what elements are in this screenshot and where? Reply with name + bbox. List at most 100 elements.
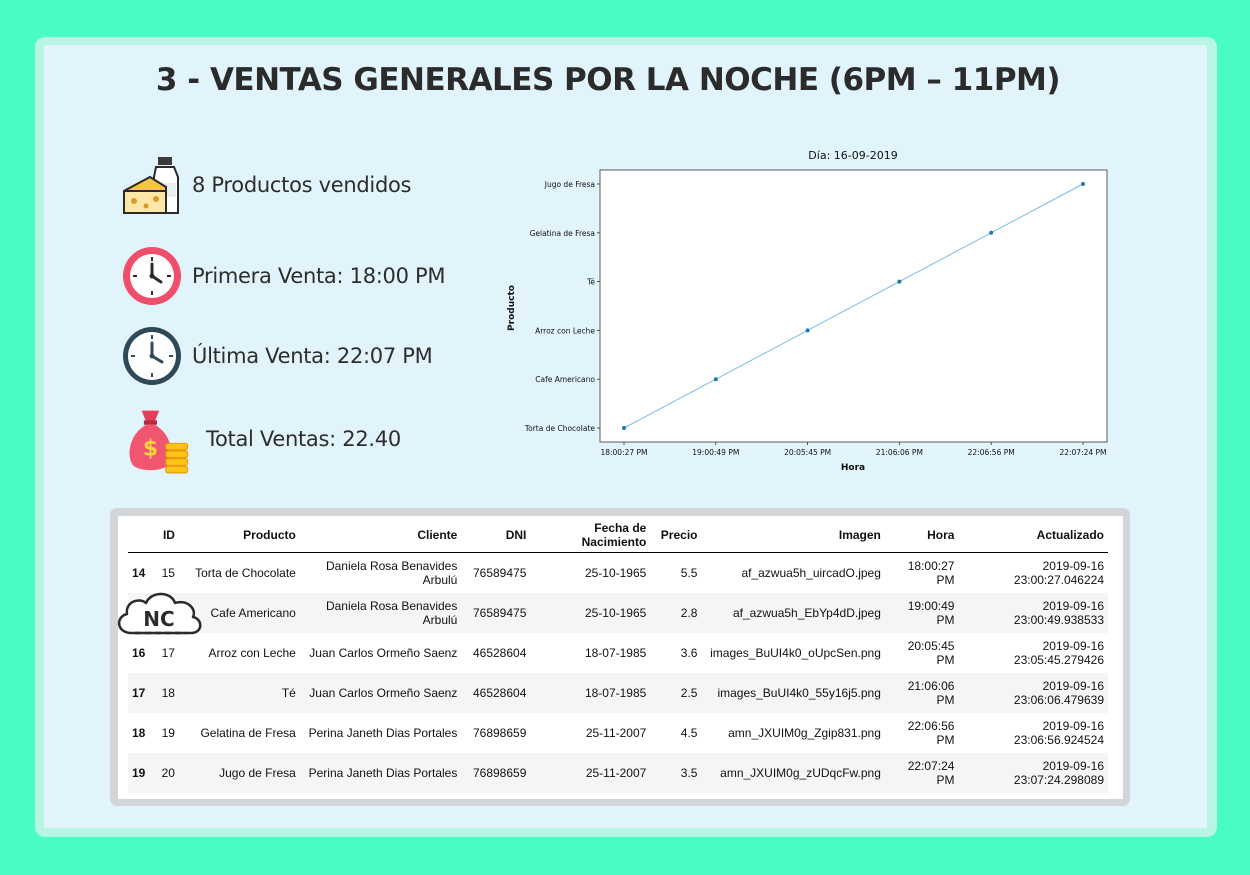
cell-imagen: images_BuUI4k0_oUpcSen.png [710,646,881,660]
table-row: 19 20 Jugo de Fresa Perina Janeth Dias Port… [128,753,1108,793]
cell-fecha-nacimiento: 25-10-1965 [584,566,647,580]
cell-index: 16 [132,646,146,660]
y-tick-label: Torta de Chocolate [524,424,596,433]
data-point [897,279,902,284]
sales-chart: Día: 16-09-2019 Torta de Chocolate Cafe A… [500,140,1120,480]
column-header-hora: Hora [884,518,959,553]
x-tick-label: 22:07:24 PM [1059,448,1106,457]
cell-producto: Té [178,673,300,713]
y-axis-label: Producto [507,285,517,331]
cell-imagen: images_BuUI4k0_55y16j5.png [701,673,885,713]
stat-ultima-venta: Última Venta: 22:07 PM [120,321,433,391]
x-tick-label: 21:06:06 PM [876,448,923,457]
x-tick-label: 22:06:56 PM [968,448,1015,457]
page-title: 3 - VENTAS GENERALES POR LA NOCHE (6PM –… [155,62,1061,98]
column-header-dni: DNI [461,518,531,553]
x-tick-label: 19:00:49 PM [692,448,739,457]
x-axis-label: Hora [841,463,865,473]
nc-logo-text: NC [143,607,174,631]
column-header-fecha-nacimiento: Fecha de Nacimiento [530,518,651,553]
cell-index: 18 [132,726,146,740]
table-header-row: ID Producto Cliente DNI Fecha de Nacimiento P… [128,518,1108,553]
stat-productos: 8 Productos vendidos [120,150,411,220]
cell-dni: 76589475 [472,566,527,580]
cell-precio: 2.8 [650,593,702,633]
cell-index: 14 [132,566,146,580]
cell-index: 19 [128,753,154,793]
cell-fecha-nacimiento: 25-11-2007 [530,753,651,793]
cell-cliente: Daniela Rosa Benavides Arbulú [299,593,462,633]
cell-cliente: Daniela Rosa Benavides Arbulú [325,559,458,587]
total-ventas-text: Total Ventas: 22.40 [206,427,401,451]
data-point [989,230,994,235]
table-row: 16 17 Arroz con Leche Juan Carlos Ormeño Sa… [128,633,1108,673]
cell-actualizado: 2019-09-16 23:05:45.279426 [1013,639,1104,667]
clock-dark-icon [123,327,181,385]
cell-imagen: amn_JXUIM0g_zUDqcFw.png [701,753,885,793]
table-row: 17 18 Té Juan Carlos Ormeño Saenz 46528604 18… [128,673,1108,713]
cell-index: 17 [128,673,154,713]
table-row: 18 19 Gelatina de Fresa Perina Janeth Dias … [128,713,1108,753]
column-header-cliente: Cliente [299,518,462,553]
sales-table: ID Producto Cliente DNI Fecha de Nacimiento P… [128,518,1108,793]
y-tick-label: Jugo de Fresa [544,180,595,189]
y-tick-label: Arroz con Leche [535,326,595,335]
cell-fecha-nacimiento: 25-10-1965 [530,593,651,633]
cell-fecha-nacimiento: 18-07-1985 [584,646,647,660]
cell-fecha-nacimiento: 18-07-1985 [530,673,651,713]
cell-cliente: Juan Carlos Ormeño Saenz [309,646,458,660]
cell-id: 20 [153,753,179,793]
column-header-index [128,518,154,553]
cell-hora: 22:06:56 PM [907,719,955,747]
cell-hora: 18:00:27 PM [907,559,955,587]
sales-table-container: ID Producto Cliente DNI Fecha de Nacimiento P… [118,516,1123,799]
cell-producto: Torta de Chocolate [195,566,296,580]
cell-id: 17 [161,646,175,660]
cell-imagen: amn_JXUIM0g_Zgip831.png [728,726,881,740]
cell-imagen: af_azwua5h_EbYp4dD.jpeg [701,593,885,633]
ultima-venta-text: Última Venta: 22:07 PM [192,344,433,368]
cell-dni: 46528604 [461,673,531,713]
cell-id: 15 [161,566,175,580]
stat-primera-venta: Primera Venta: 18:00 PM [120,241,446,311]
x-tick-label: 20:05:45 PM [784,448,831,457]
productos-text: 8 Productos vendidos [192,173,412,197]
cell-cliente: Perina Janeth Dias Portales [308,726,458,740]
cell-id: 19 [161,726,175,740]
data-point [622,426,626,430]
cell-producto: Arroz con Leche [208,646,296,660]
sales-chart-svg: Día: 16-09-2019 Torta de Chocolate Cafe A… [507,149,1108,473]
cell-hora: 22:07:24 PM [884,753,959,793]
cell-dni: 46528604 [472,646,527,660]
cell-hora: 19:00:49 PM [884,593,959,633]
x-tick-label: 18:00:27 PM [600,448,647,457]
cell-cliente: Juan Carlos Ormeño Saenz [299,673,462,713]
column-header-actualizado: Actualizado [958,518,1108,553]
cell-actualizado: 2019-09-16 23:00:27.046224 [1013,559,1104,587]
data-point [713,377,718,382]
y-tick-label: Gelatina de Fresa [530,229,595,238]
cell-id: 18 [153,673,179,713]
cell-actualizado: 2019-09-16 23:06:56.924524 [1013,719,1104,747]
nc-cloud-logo: NC [118,592,202,635]
data-point [1081,182,1085,186]
money-bag-icon: $ [129,410,189,474]
clock-red-icon [123,247,181,305]
cell-actualizado: 2019-09-16 23:07:24.298089 [958,753,1108,793]
cell-precio: 2.5 [650,673,702,713]
cell-actualizado: 2019-09-16 23:06:06.479639 [958,673,1108,713]
primera-venta-text: Primera Venta: 18:00 PM [192,264,446,288]
cell-dni: 76589475 [461,593,531,633]
cell-producto: Gelatina de Fresa [200,726,296,740]
cell-hora: 20:05:45 PM [907,639,955,667]
cell-imagen: af_azwua5h_uircadO.jpeg [741,566,881,580]
cell-dni: 76898659 [461,753,531,793]
data-point [805,328,810,333]
milk-cheese-icon [123,157,179,214]
svg-text:$: $ [143,436,158,461]
table-row: 14 15 Torta de Chocolate Daniela Rosa Benav… [128,553,1108,594]
cell-hora: 21:06:06 PM [884,673,959,713]
cell-dni: 76898659 [472,726,527,740]
cell-actualizado: 2019-09-16 23:00:49.938533 [958,593,1108,633]
